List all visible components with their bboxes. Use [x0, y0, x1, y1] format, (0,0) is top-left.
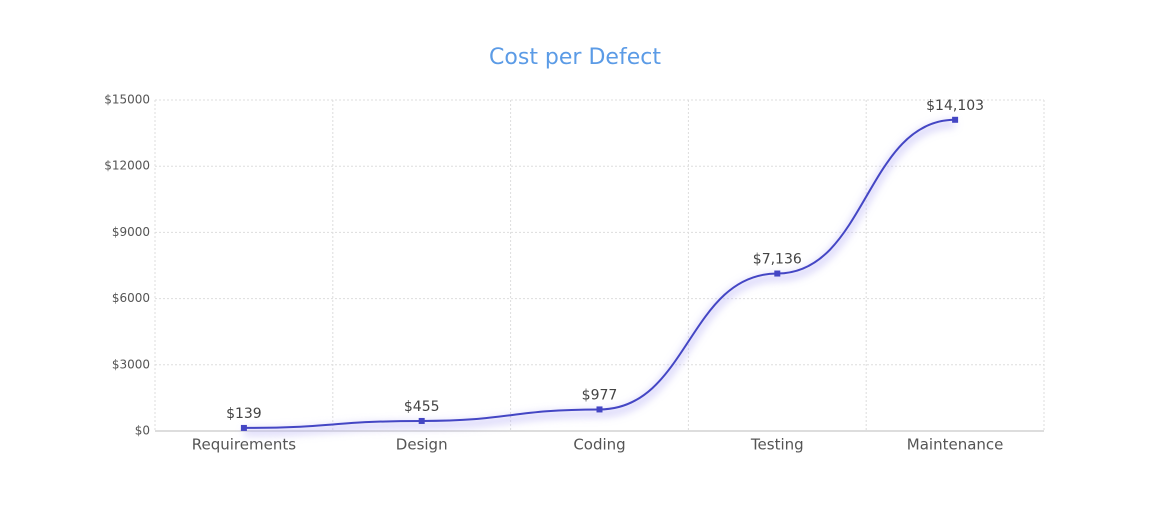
data-label: $7,136 — [753, 252, 802, 268]
point — [240, 424, 247, 431]
x-tick-label: Testing — [750, 436, 804, 454]
y-tick-label: $3000 — [112, 357, 150, 371]
data-label: $455 — [404, 399, 440, 415]
data-label: $139 — [226, 406, 262, 422]
y-tick-label: $12000 — [104, 159, 150, 173]
x-tick-label: Maintenance — [907, 436, 1004, 454]
line — [243, 118, 956, 429]
chart-title: Cost per Defect — [489, 45, 661, 70]
point — [774, 270, 781, 277]
y-tick-label: $0 — [135, 424, 150, 438]
y-tick-label: $15000 — [104, 93, 150, 107]
x-tick-label: Design — [396, 436, 448, 454]
point — [952, 116, 959, 123]
data-label: $977 — [582, 387, 618, 403]
point — [418, 417, 425, 424]
point — [596, 406, 603, 413]
data-label: $14,103 — [926, 98, 984, 114]
line-glow — [243, 119, 956, 436]
y-tick-label: $9000 — [112, 225, 150, 239]
y-tick-label: $6000 — [112, 291, 150, 305]
x-tick-label: Coding — [573, 436, 625, 454]
x-tick-label: Requirements — [192, 436, 296, 454]
